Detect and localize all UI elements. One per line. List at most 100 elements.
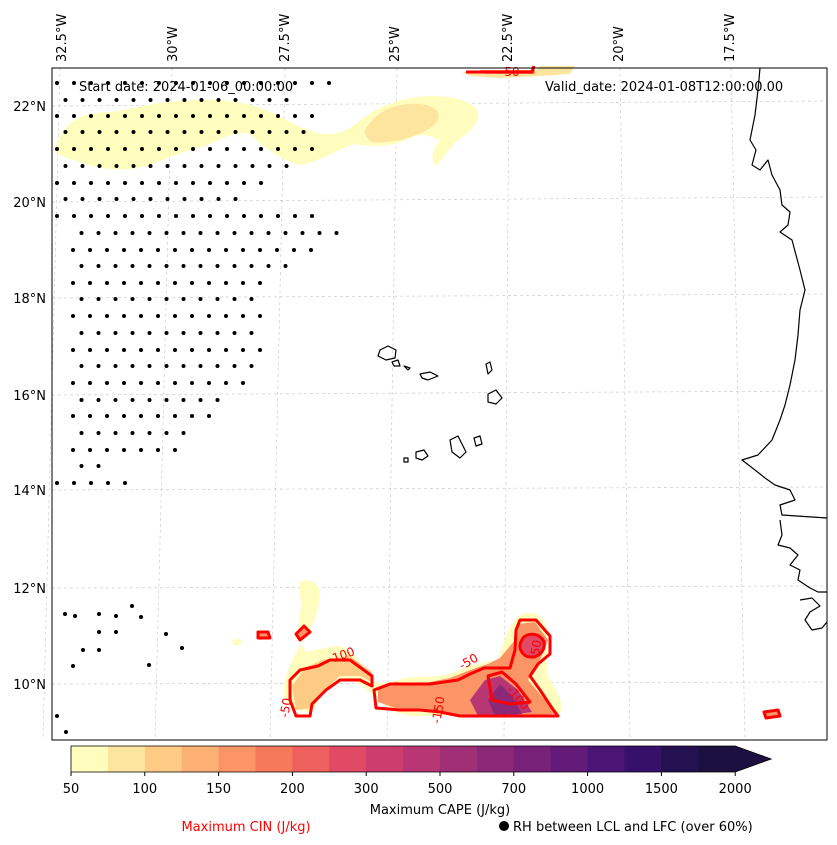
rh-dot <box>208 214 212 218</box>
rh-dot <box>71 314 75 318</box>
colorbar-segment <box>218 746 256 772</box>
rh-dot <box>63 612 67 616</box>
rh-dot <box>224 348 228 352</box>
rh-dot <box>105 414 109 418</box>
rh-dot <box>250 164 255 168</box>
rh-dot <box>250 98 255 102</box>
colorbar-tick-label: 200 <box>280 782 305 797</box>
colorbar-segment <box>71 746 109 772</box>
lon-label: 32.5°W <box>55 14 70 62</box>
rh-dot <box>199 98 204 102</box>
colorbar-tick-label: 1000 <box>571 782 604 797</box>
rh-dot <box>173 348 177 352</box>
rh-dot <box>80 197 85 201</box>
africa-coast-south <box>777 519 827 593</box>
rh-dot <box>173 281 177 285</box>
rh-dot <box>310 114 314 118</box>
cape-verde-maio <box>473 435 483 447</box>
rh-dot <box>216 164 221 168</box>
rh-dot <box>233 98 238 102</box>
colorbar-segment <box>403 746 441 772</box>
start-date: Start date: 2024-01-06_00:00:00 <box>79 80 293 95</box>
lon-label: 27.5°W <box>278 14 293 62</box>
rh-dot <box>174 214 178 218</box>
colorbar-segment <box>144 746 183 772</box>
rh-dot <box>96 264 101 268</box>
rh-dot <box>88 281 92 285</box>
rh-dot <box>225 147 229 151</box>
rh-dot <box>122 414 126 418</box>
cin-label: -50 <box>527 639 544 661</box>
rh-dot <box>139 281 143 285</box>
rh-dot <box>259 181 263 185</box>
rh-dot <box>284 130 289 134</box>
rh-dot <box>131 98 136 102</box>
rh-dot <box>164 364 169 368</box>
rh-dot <box>181 364 186 368</box>
rh-dot <box>71 448 75 452</box>
colorbar <box>70 745 773 773</box>
rh-dot <box>55 481 59 485</box>
rh-dot <box>224 381 228 385</box>
rh-dot <box>182 197 187 201</box>
rh-dot <box>89 114 93 118</box>
cape-region-south-core2 <box>488 684 522 716</box>
colorbar-segment <box>181 746 220 772</box>
colorbar-ticks: 50 100 150 200 300 500 700 1000 1500 2000 <box>63 772 752 797</box>
rh-dot <box>267 130 272 134</box>
colorbar-extend-arrow <box>698 746 772 772</box>
rh-dot <box>266 264 271 268</box>
rh-dot <box>139 615 143 619</box>
rh-dot <box>165 130 170 134</box>
rh-dot <box>156 381 160 385</box>
rh-dot <box>173 248 177 252</box>
rh-dot <box>207 348 211 352</box>
rh-dot <box>80 98 85 102</box>
rh-dot <box>63 130 68 134</box>
rh-dot <box>130 297 135 301</box>
cape-shading <box>55 66 780 718</box>
rh-dot <box>310 147 314 151</box>
rh-dot <box>199 197 204 201</box>
africa-coast <box>741 67 828 519</box>
cape-verde-boa-vista <box>487 389 503 405</box>
rh-dot <box>89 181 93 185</box>
rh-dot <box>181 264 186 268</box>
rh-dot <box>242 214 246 218</box>
rh-dot <box>105 314 109 318</box>
rh-dot <box>207 248 211 252</box>
rh-dot <box>198 398 203 402</box>
lon-label: 22.5°W <box>501 14 516 62</box>
rh-dot <box>140 147 144 151</box>
rh-dot <box>165 98 170 102</box>
rh-dot <box>174 181 178 185</box>
rh-dot <box>71 281 75 285</box>
rh-dot <box>190 348 194 352</box>
cape-small-3 <box>232 638 242 646</box>
rh-dot <box>310 214 314 218</box>
rh-dot <box>165 164 170 168</box>
rh-dot <box>215 331 220 335</box>
rh-dot <box>242 114 246 118</box>
rh-dot <box>241 248 245 252</box>
rh-dot <box>181 297 186 301</box>
rh-dot <box>113 364 118 368</box>
lon-label: 30°W <box>166 26 181 62</box>
rh-dot <box>180 646 184 650</box>
rh-dot <box>72 147 76 151</box>
rh-dot <box>71 248 75 252</box>
cape-verde-fogo <box>415 449 429 461</box>
rh-dot <box>198 264 203 268</box>
rh-dot <box>139 448 143 452</box>
rh-dot <box>164 331 169 335</box>
rh-dot <box>130 398 135 402</box>
rh-dot <box>122 314 126 318</box>
cape-verde-santiago <box>449 435 467 459</box>
rh-dot <box>96 398 101 402</box>
cape-verde-santo-antao <box>377 345 397 361</box>
rh-dot <box>97 197 102 201</box>
rh-dot <box>114 630 118 634</box>
rh-dot <box>233 164 238 168</box>
rh-dot <box>207 314 211 318</box>
rh-dot <box>275 248 279 252</box>
